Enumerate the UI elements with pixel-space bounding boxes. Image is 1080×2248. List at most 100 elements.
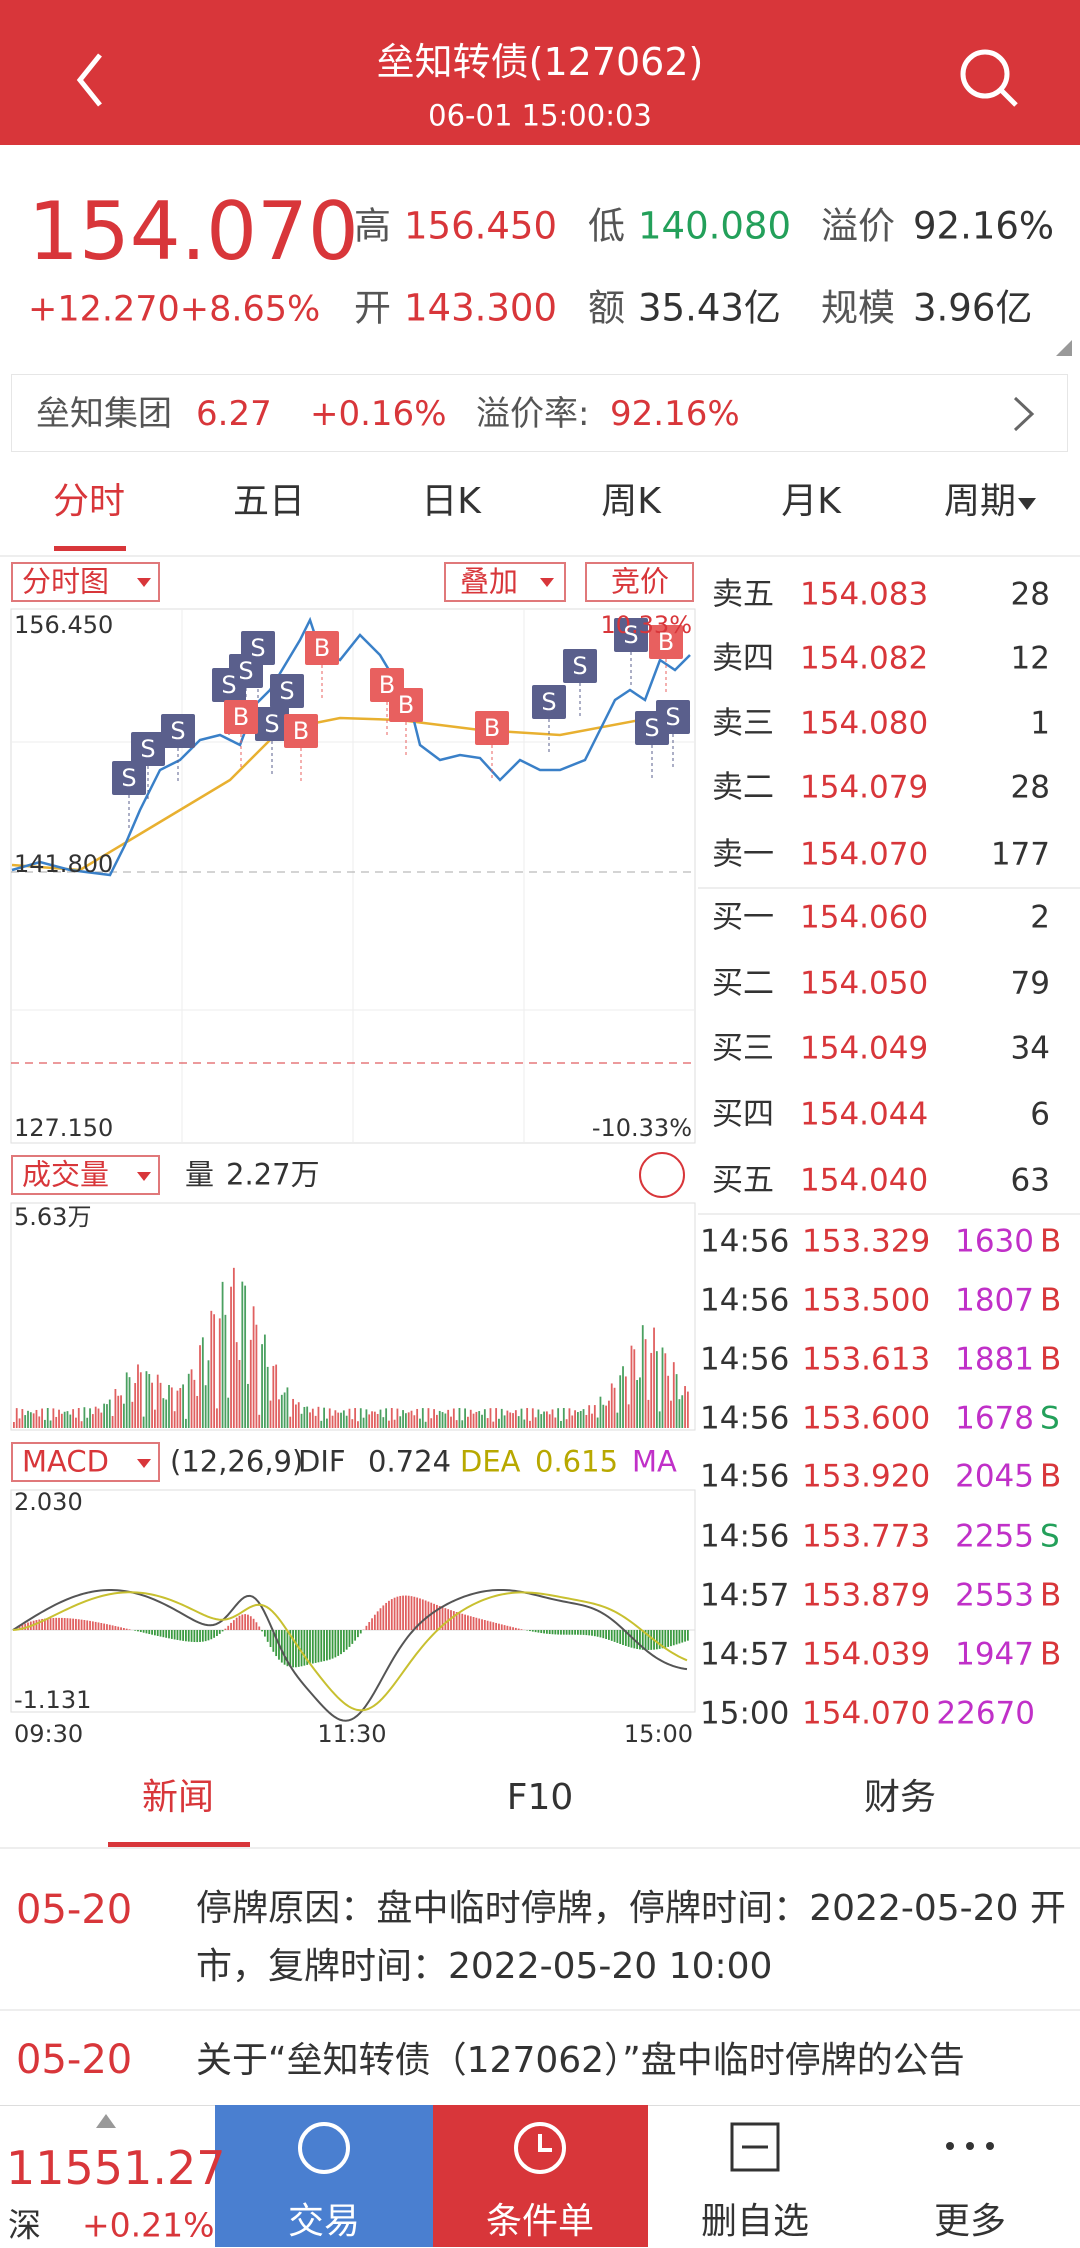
search-icon[interactable] bbox=[963, 52, 1007, 96]
volume-bar bbox=[261, 1344, 263, 1428]
macd-bar bbox=[334, 1630, 336, 1657]
macd-bar bbox=[382, 1605, 384, 1630]
volume-bar bbox=[253, 1306, 255, 1428]
volume-bar bbox=[241, 1282, 243, 1428]
tab[interactable]: 月K bbox=[781, 484, 841, 520]
macd-bar bbox=[332, 1630, 334, 1659]
premium-label: 溢价率: bbox=[476, 397, 589, 431]
volume-bar bbox=[408, 1412, 410, 1428]
volume-bar bbox=[552, 1409, 554, 1428]
book-price: 154.083 bbox=[800, 580, 928, 611]
marker-label: S bbox=[238, 659, 253, 683]
news-tab[interactable]: 新闻 bbox=[142, 1780, 214, 1816]
volume-bar bbox=[95, 1407, 97, 1428]
back-icon[interactable] bbox=[80, 55, 100, 105]
volume-bar bbox=[146, 1371, 148, 1428]
news-headline[interactable]: 停牌原因：盘中临时停牌，停牌时间：2022-05-20 开市，复牌时间：2022… bbox=[196, 1880, 1066, 1996]
book-volume: 2 bbox=[1030, 903, 1050, 934]
volume-bar bbox=[467, 1417, 469, 1428]
volume-bar bbox=[72, 1409, 74, 1428]
macd-bar bbox=[670, 1630, 672, 1646]
volume-bar bbox=[679, 1399, 681, 1428]
footer-button[interactable]: 更多 bbox=[934, 2204, 1006, 2240]
macd-bar bbox=[182, 1630, 184, 1641]
volume-bar bbox=[309, 1412, 311, 1428]
volume-bar bbox=[239, 1360, 241, 1428]
news-headline[interactable]: 关于“垒知转债（127062）”盘中临时停牌的公告 bbox=[196, 2032, 1066, 2090]
price-axis-label: 156.450 bbox=[14, 613, 113, 637]
volume-bar bbox=[580, 1411, 582, 1428]
tab[interactable]: 周K bbox=[601, 484, 661, 520]
macd-bar bbox=[492, 1622, 494, 1630]
macd-bar bbox=[425, 1600, 427, 1630]
macd-bar bbox=[585, 1630, 587, 1635]
volume-bar bbox=[645, 1339, 647, 1428]
macd-bar bbox=[115, 1626, 117, 1630]
volume-bar bbox=[484, 1409, 486, 1428]
macd-bar bbox=[509, 1627, 511, 1630]
book-level: 买二 bbox=[712, 969, 774, 1000]
volume-bar bbox=[653, 1328, 655, 1428]
macd-bar bbox=[459, 1613, 461, 1630]
footer-button[interactable]: 交易 bbox=[288, 2204, 360, 2240]
book-level: 买五 bbox=[712, 1166, 774, 1197]
footer-button[interactable]: 删自选 bbox=[701, 2204, 809, 2240]
trade-time: 15:00 bbox=[700, 1699, 789, 1730]
volume-bar bbox=[543, 1412, 545, 1428]
tab[interactable]: 五日 bbox=[233, 484, 305, 520]
macd-bar bbox=[258, 1627, 260, 1630]
expand-icon[interactable] bbox=[640, 1153, 684, 1197]
volume-bar bbox=[92, 1414, 94, 1428]
macd-bar bbox=[371, 1618, 373, 1630]
volume-bar bbox=[436, 1415, 438, 1428]
macd-bar bbox=[574, 1630, 576, 1635]
arrow-icon[interactable] bbox=[1015, 398, 1032, 430]
trade-time: 14:56 bbox=[700, 1522, 789, 1553]
macd-axis-label: 2.030 bbox=[14, 1490, 83, 1514]
volume-bar bbox=[560, 1421, 562, 1428]
footer-button[interactable]: 条件单 bbox=[486, 2204, 594, 2240]
volume-bar bbox=[439, 1411, 441, 1428]
marker-label: B bbox=[314, 636, 330, 660]
volume-bar bbox=[631, 1346, 633, 1428]
volume-bar bbox=[498, 1419, 500, 1428]
trade-price: 153.920 bbox=[802, 1462, 930, 1493]
macd-bar bbox=[177, 1630, 179, 1640]
macd-bar bbox=[261, 1630, 263, 1631]
macd-bar bbox=[168, 1630, 170, 1638]
tab[interactable]: 分时 bbox=[53, 484, 125, 520]
trade-time: 14:56 bbox=[700, 1404, 789, 1435]
volume-bar bbox=[318, 1407, 320, 1428]
volume-bar bbox=[464, 1408, 466, 1428]
macd-bar bbox=[303, 1630, 305, 1666]
trade-price: 153.329 bbox=[802, 1227, 930, 1258]
dea-line bbox=[13, 1592, 687, 1710]
volume-bar bbox=[535, 1417, 537, 1428]
volume-bar bbox=[140, 1372, 142, 1428]
volume-bar bbox=[366, 1409, 368, 1428]
volume-bar bbox=[354, 1408, 356, 1428]
clock-hand bbox=[540, 2134, 552, 2150]
tab[interactable]: 周期 bbox=[944, 484, 1016, 520]
volume-bar bbox=[642, 1325, 644, 1428]
news-tab[interactable]: F10 bbox=[507, 1780, 574, 1816]
volume-bar bbox=[295, 1405, 297, 1428]
trade-time: 14:57 bbox=[700, 1581, 789, 1612]
news-tab[interactable]: 财务 bbox=[864, 1780, 936, 1816]
marker-label: B bbox=[484, 716, 500, 740]
stat-value: 35.43亿 bbox=[638, 290, 781, 327]
macd-bar bbox=[50, 1618, 52, 1630]
index-market: 深 bbox=[8, 2209, 41, 2242]
book-volume: 63 bbox=[1011, 1166, 1050, 1197]
marker-label: S bbox=[572, 654, 587, 678]
macd-bar bbox=[602, 1630, 604, 1638]
macd-bar bbox=[129, 1629, 131, 1630]
macd-bar bbox=[210, 1630, 212, 1639]
book-volume: 177 bbox=[991, 840, 1050, 871]
macd-bar bbox=[512, 1627, 514, 1630]
trade-side: B bbox=[1040, 1227, 1061, 1258]
trade-side: B bbox=[1040, 1640, 1061, 1671]
tab[interactable]: 日K bbox=[421, 484, 481, 520]
volume-bar bbox=[188, 1374, 190, 1428]
volume-bar bbox=[377, 1414, 379, 1428]
